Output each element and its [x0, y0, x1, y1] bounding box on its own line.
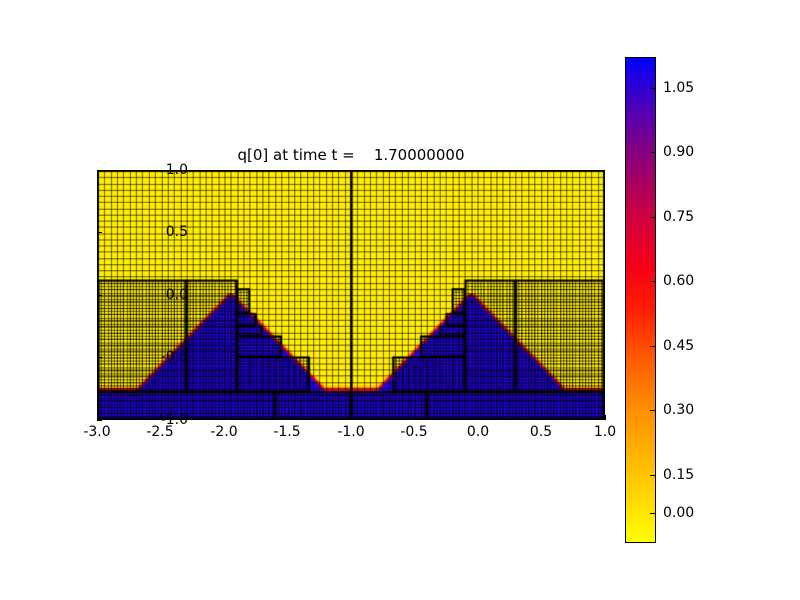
y-tick-label: -0.5: [160, 349, 188, 365]
plot-title: q[0] at time t = 1.70000000: [237, 146, 465, 164]
y-tickmark: [97, 295, 102, 296]
colorbar-tick-label: 1.05: [663, 80, 695, 96]
x-tick-label: -1.5: [273, 424, 301, 440]
colorbar-tick-label: 0.15: [663, 467, 695, 483]
colorbar-tickmark: [650, 410, 656, 411]
x-tickmark: [160, 415, 161, 420]
x-tickmark: [287, 415, 288, 420]
amr-field-image: [98, 171, 604, 419]
colorbar-tick-label: 0.75: [663, 209, 695, 225]
x-tickmark: [351, 415, 352, 420]
colorbar-tickmark: [650, 281, 656, 282]
colorbar-tick-label: 0.00: [663, 505, 695, 521]
y-tick-label: 0.0: [165, 287, 188, 303]
x-tickmark: [224, 415, 225, 420]
y-tickmark: [97, 420, 102, 421]
colorbar-tick-label: 0.60: [663, 273, 695, 289]
y-tick-label: -1.0: [160, 412, 188, 428]
x-tickmark: [605, 415, 606, 420]
y-tickmark: [97, 232, 102, 233]
colorbar-tick-label: 0.90: [663, 144, 695, 160]
x-tick-label: 1.0: [593, 424, 617, 440]
colorbar-tick-label: 0.45: [663, 338, 695, 354]
colorbar-tick-label: 0.30: [663, 402, 695, 418]
colorbar-tickmark: [650, 152, 656, 153]
x-tick-label: -1.0: [337, 424, 365, 440]
colorbar-tickmark: [650, 217, 656, 218]
y-tickmark: [97, 170, 102, 171]
y-tick-label: 0.5: [165, 224, 188, 240]
x-tick-label: -3.0: [83, 424, 111, 440]
colorbar-tickmark: [650, 346, 656, 347]
x-tickmark: [414, 415, 415, 420]
colorbar-tickmark: [650, 88, 656, 89]
colorbar-tickmark: [650, 475, 656, 476]
x-tickmark: [541, 415, 542, 420]
x-tick-label: -0.5: [400, 424, 428, 440]
colorbar: [625, 57, 656, 543]
colorbar-tickmark: [650, 513, 656, 514]
x-tickmark: [478, 415, 479, 420]
y-tick-label: 1.0: [165, 162, 188, 178]
x-tick-label: -2.0: [210, 424, 238, 440]
x-tick-label: -2.5: [146, 424, 174, 440]
x-tick-label: 0.0: [466, 424, 490, 440]
y-tickmark: [97, 357, 102, 358]
x-tickmark: [97, 415, 98, 420]
x-tick-label: 0.5: [529, 424, 553, 440]
